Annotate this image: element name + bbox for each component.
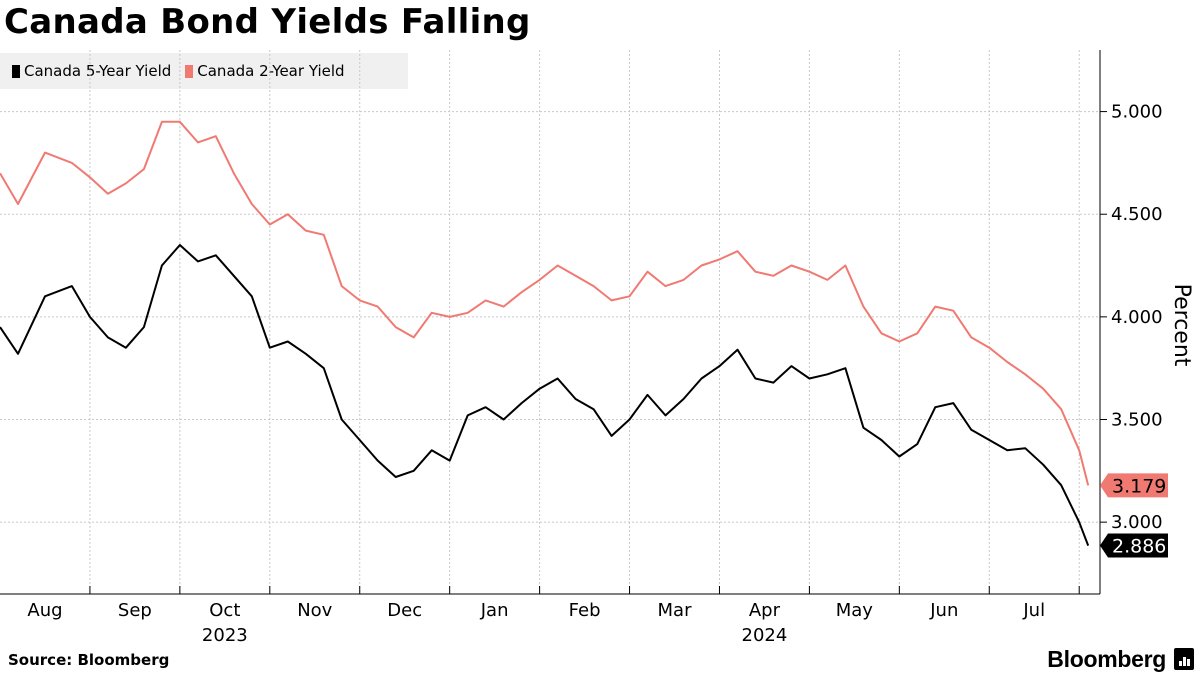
y-tick-label: 3.000 [1111, 512, 1163, 533]
x-tick-label: May [836, 600, 874, 621]
source-note: Source: Bloomberg [8, 651, 170, 669]
x-tick-label: Feb [569, 600, 601, 621]
brand-wordmark: Bloomberg [1047, 646, 1166, 672]
x-tick-label: Jun [929, 600, 958, 621]
series-line-5-year [0, 244, 1090, 546]
legend-item-5-year[interactable]: Canada 5-Year Yield [12, 62, 171, 80]
y-tick-label: 4.500 [1111, 204, 1163, 225]
x-tick-label: Aug [27, 600, 62, 621]
x-year-label: 2024 [742, 625, 788, 646]
x-tick-label: Oct [209, 600, 240, 621]
legend-item-2-year[interactable]: Canada 2-Year Yield [185, 62, 345, 80]
y-axis-title: Percent [1169, 284, 1194, 367]
last-value-tag-5-year: 2.886 [1100, 533, 1168, 558]
x-tick-label: Apr [749, 600, 781, 621]
y-tick-label: 4.000 [1111, 307, 1163, 328]
last-value-label: 3.179 [1112, 475, 1166, 497]
x-tick-label: Dec [387, 600, 422, 621]
legend-swatch-2-year [185, 64, 194, 78]
last-value-label: 2.886 [1112, 536, 1166, 558]
x-year-label: 2023 [202, 625, 248, 646]
legend-swatch-5-year [12, 64, 20, 78]
legend-label-5-year: Canada 5-Year Yield [24, 62, 172, 80]
legend-label-2-year: Canada 2-Year Yield [197, 62, 345, 80]
series-line-2-year [0, 120, 1090, 486]
last-value-tag-bg [1100, 533, 1168, 558]
x-tick-label: Jan [480, 600, 509, 621]
x-tick-label: Jul [1022, 600, 1045, 621]
last-value-tag-2-year: 3.179 [1100, 473, 1168, 498]
x-tick-label: Mar [658, 600, 693, 621]
x-tick-label: Nov [297, 600, 332, 621]
last-value-tag-bg [1100, 473, 1168, 498]
y-tick-label: 3.500 [1111, 410, 1163, 431]
y-tick-label: 5.000 [1111, 102, 1163, 123]
x-tick-label: Sep [118, 600, 152, 621]
chart-title: Canada Bond Yields Falling [4, 2, 531, 42]
bloomberg-chart-icon [1174, 648, 1194, 670]
legend: Canada 5-Year Yield Canada 2-Year Yield [0, 53, 408, 89]
